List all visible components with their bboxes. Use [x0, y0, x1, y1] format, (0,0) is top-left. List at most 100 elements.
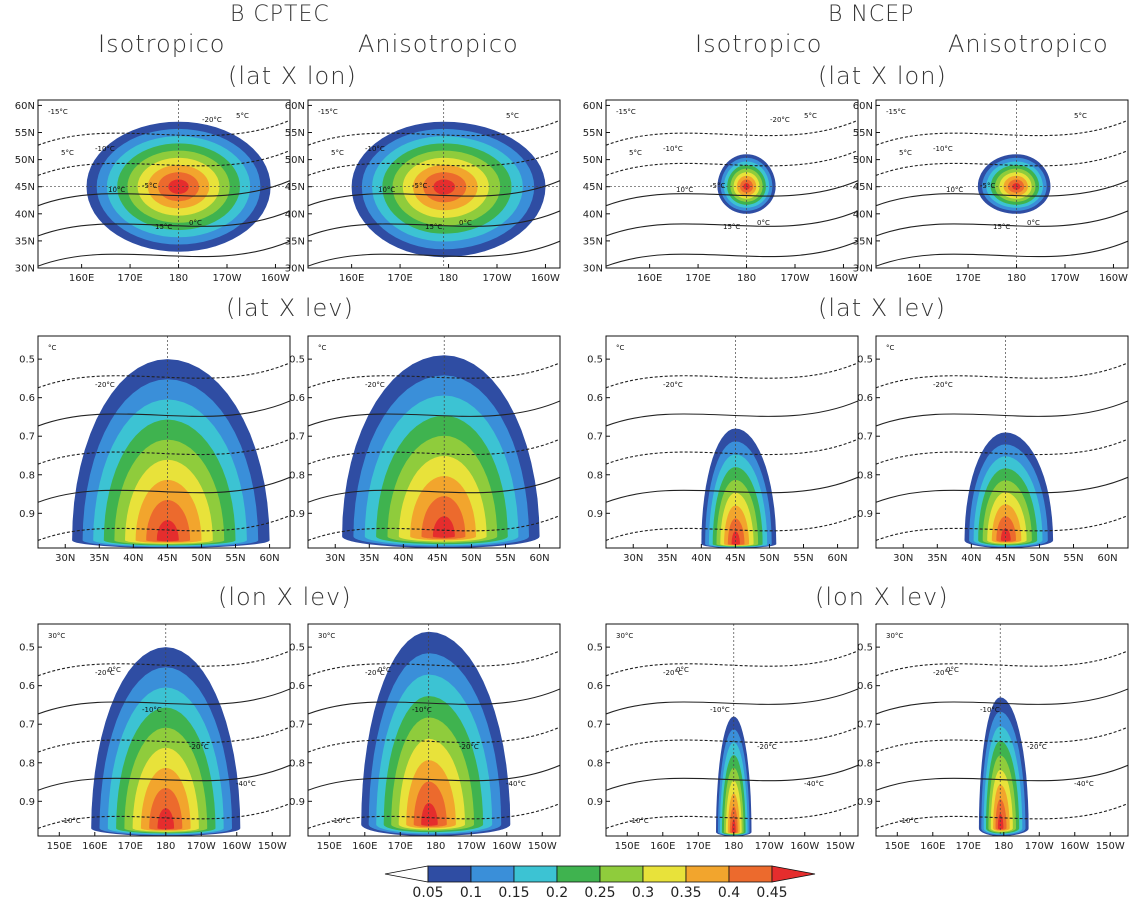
panel-ncep-aniso-lonlev: 30°C -20°C -10°C -20°C -40°C -10°C 0°C 150E 160E…	[857, 623, 1129, 852]
x-tick-label: 170E	[955, 273, 980, 284]
contour-line	[876, 726, 1128, 753]
x-tick-label: 50N	[1029, 553, 1049, 564]
y-tick-label: 60N	[15, 101, 35, 112]
colorbar-swatch	[599, 865, 644, 883]
contour-label: -20°C	[933, 381, 953, 389]
band-8	[156, 520, 179, 542]
y-tick-label: 50N	[853, 155, 873, 166]
y-tick-label: 55N	[853, 128, 873, 139]
x-tick-label: 30N	[325, 553, 345, 564]
contour-line	[606, 726, 858, 753]
contour-label: -20°C	[95, 381, 115, 389]
contour-line	[308, 400, 560, 427]
x-tick-label: 180	[737, 273, 756, 284]
x-tick-label: 170E	[387, 273, 412, 284]
y-tick-label: 0.7	[289, 432, 305, 443]
x-tick-label: 45N	[427, 553, 447, 564]
y-tick-label: 50N	[583, 155, 603, 166]
contour-label: -5°C	[980, 182, 995, 190]
contour-line	[876, 149, 1128, 176]
contour-line	[876, 119, 1128, 146]
contour-label: -10°C	[933, 145, 953, 153]
y-tick-label: 60N	[583, 101, 603, 112]
y-tick-label: 0.5	[19, 355, 35, 366]
contour-line	[606, 514, 858, 541]
x-tick-label: 160E	[637, 273, 662, 284]
y-tick-label: 0.5	[857, 643, 873, 654]
x-tick-label: 55N	[495, 553, 515, 564]
y-tick-label: 0.5	[289, 643, 305, 654]
x-tick-label: 55N	[225, 553, 245, 564]
contour-label: -20°C	[95, 669, 115, 677]
contour-line	[606, 476, 858, 503]
x-tick-label: 160W	[1060, 841, 1089, 852]
x-tick-label: 160W	[222, 841, 251, 852]
contour-label: -5°C	[710, 182, 725, 190]
contour-line	[308, 119, 560, 146]
contour-label: -15°C	[318, 108, 338, 116]
contour-label: -10°C	[142, 706, 162, 714]
contour-line	[876, 210, 1128, 237]
plot-frame	[37, 623, 291, 837]
x-tick-label: 45N	[725, 553, 745, 564]
colorbar-swatch	[771, 865, 816, 883]
panel-cptec-aniso-latlon: -15°C -10°C -5°C 0°C 5°C 5°C 10°C 15°C 160E 170E 1…	[285, 99, 561, 284]
contour-line	[876, 650, 1128, 677]
contour-line	[308, 362, 560, 389]
y-tick-label: 0.6	[19, 393, 35, 404]
colorbar-swatch	[470, 865, 515, 883]
x-tick-label: 170E	[685, 273, 710, 284]
contour-label: -5°C	[412, 182, 427, 190]
contour-line	[606, 362, 858, 389]
x-tick-label: 160W	[829, 273, 858, 284]
plot-frame	[307, 623, 561, 837]
y-tick-label: 0.7	[19, 720, 35, 731]
y-tick-label: 60N	[853, 101, 873, 112]
y-tick-label: 40N	[15, 209, 35, 220]
panel-cptec-aniso-latlev: °C -20°C 30N 35N 40N 45N 50N 55N 60N 0.5 0.6 0.7 0.8…	[289, 335, 561, 564]
panel-ncep-iso-lonlev: 30°C -20°C -10°C -20°C -40°C -10°C 0°C 150E 160E…	[587, 623, 859, 852]
y-tick-label: 45N	[853, 182, 873, 193]
x-tick-label: 160E	[907, 273, 932, 284]
colorbar-swatch	[728, 865, 773, 883]
contour-line	[606, 240, 858, 267]
contour-line	[308, 210, 560, 237]
contour-label: 15°C	[723, 223, 740, 231]
contour-line	[606, 400, 858, 427]
contour-label: -40°C	[506, 780, 526, 788]
x-tick-label: 150W	[826, 841, 855, 852]
y-tick-label: 45N	[15, 182, 35, 193]
panel-ncep-iso-latlon: -15°C -10°C -5°C 0°C 5°C 5°C 10°C 15°C -20°C 160E…	[583, 99, 859, 284]
contour-line	[606, 764, 858, 791]
contour-line	[876, 362, 1128, 389]
contour-line	[606, 210, 858, 237]
contour-label: 5°C	[804, 112, 817, 120]
y-tick-label: 0.6	[19, 681, 35, 692]
contour-label: -40°C	[236, 780, 256, 788]
contour-label: 30°C	[48, 632, 65, 640]
y-tick-label: 0.5	[587, 643, 603, 654]
x-tick-label: 170E	[117, 273, 142, 284]
row3-right-label: (lon X lev)	[815, 583, 949, 611]
y-tick-label: 0.7	[587, 432, 603, 443]
contour-label: 5°C	[61, 149, 74, 157]
left-col2-label: Anisotropico	[358, 30, 519, 58]
x-tick-label: 170E	[118, 841, 143, 852]
y-tick-label: 30N	[853, 264, 873, 275]
y-tick-label: 45N	[583, 182, 603, 193]
plot-frame	[875, 623, 1129, 837]
contour-line	[38, 688, 290, 715]
y-tick-label: 35N	[853, 236, 873, 247]
contour-label: -10°C	[629, 817, 649, 825]
y-tick-label: 0.6	[289, 393, 305, 404]
y-tick-label: 30N	[583, 264, 603, 275]
x-tick-label: 160E	[69, 273, 94, 284]
plot-frame	[605, 335, 859, 549]
y-tick-label: 35N	[285, 236, 305, 247]
row2-left-label: (lat X lev)	[226, 294, 354, 322]
band-8	[157, 808, 175, 830]
y-tick-label: 0.6	[857, 393, 873, 404]
x-tick-label: 60N	[259, 553, 279, 564]
contour-line	[606, 149, 858, 176]
contour-line	[308, 476, 560, 503]
